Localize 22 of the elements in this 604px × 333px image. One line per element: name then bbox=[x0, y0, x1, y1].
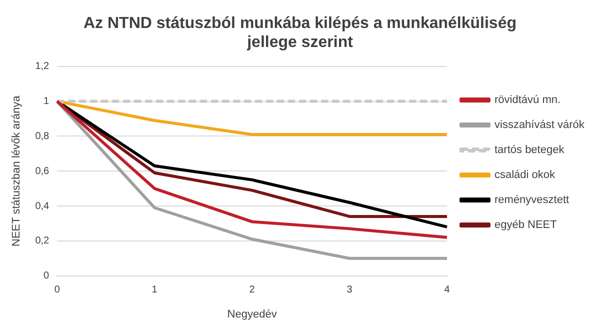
y-axis-title: NEET státuszban lévők aránya bbox=[10, 94, 23, 247]
y-tick-label: 0 bbox=[44, 270, 50, 282]
text: Az NTND státuszból munkába kilépés a munkanélküliség bbox=[84, 15, 516, 32]
x-tick-label: 2 bbox=[249, 284, 256, 296]
x-axis-title: Negyedév bbox=[227, 308, 278, 320]
y-tick-label: 0,8 bbox=[35, 130, 50, 142]
x-tick-label: 1 bbox=[152, 284, 158, 296]
legend-label: családi okok bbox=[494, 169, 556, 182]
x-tick-label: 3 bbox=[346, 284, 353, 296]
legend-label: visszahívást várók bbox=[494, 119, 585, 132]
y-tick-label: 0,2 bbox=[35, 236, 50, 247]
y-tick-label: 1,2 bbox=[35, 61, 50, 72]
legend-label: rövidtávú mn. bbox=[494, 94, 561, 106]
x-tick-label: 4 bbox=[444, 284, 450, 296]
legend-label: tartós betegek bbox=[494, 144, 565, 156]
legend-label: reményvesztett bbox=[494, 194, 570, 206]
text: jellege szerint bbox=[247, 34, 353, 52]
x-tick-label: 0 bbox=[54, 284, 60, 296]
legend-label: egyéb NEET bbox=[494, 219, 558, 232]
y-tick-label: 1 bbox=[44, 96, 50, 108]
y-tick-label: 0,4 bbox=[35, 200, 50, 212]
y-tick-label: 0,6 bbox=[35, 166, 50, 177]
